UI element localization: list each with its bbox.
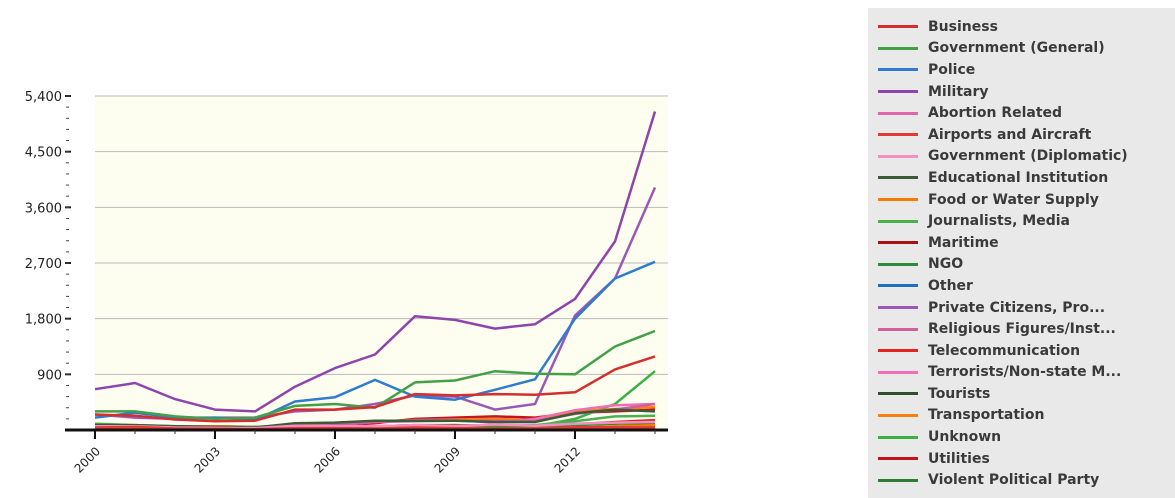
legend-swatch xyxy=(878,133,918,137)
y-tick-label: 1,800 xyxy=(25,313,62,328)
x-tick-label: 2000 xyxy=(72,444,103,475)
legend-swatch xyxy=(878,327,918,331)
legend-label: Police xyxy=(928,61,976,78)
legend-swatch xyxy=(878,68,918,72)
legend-item[interactable]: Food or Water Supply xyxy=(878,189,1175,211)
legend-label: NGO xyxy=(928,256,964,273)
legend-label: Utilities xyxy=(928,450,990,467)
y-tick-label: 4,500 xyxy=(25,146,62,161)
legend-label: Business xyxy=(928,18,998,35)
chart-svg: 900 1,800 2,700 3,600 4,500 5,400 2000 2003 200… xyxy=(25,90,668,476)
legend-item[interactable]: Utilities xyxy=(878,448,1175,470)
legend-swatch xyxy=(878,457,918,461)
series-line xyxy=(94,111,657,413)
legend-swatch xyxy=(878,478,918,482)
legend-swatch xyxy=(878,392,918,396)
legend-label: Unknown xyxy=(928,429,1002,446)
y-tick-label: 5,400 xyxy=(25,90,62,105)
legend-swatch xyxy=(878,262,918,266)
legend-item[interactable]: Other xyxy=(878,275,1175,297)
legend-item[interactable]: Police xyxy=(878,59,1175,81)
legend-label: Journalists, Media xyxy=(928,213,1070,230)
legend-item[interactable]: Telecommunication xyxy=(878,340,1175,362)
y-tick-label: 3,600 xyxy=(25,201,62,216)
legend-label: Military xyxy=(928,83,989,100)
legend-item[interactable]: Religious Figures/Inst... xyxy=(878,318,1175,340)
x-tick-label: 2009 xyxy=(432,444,463,475)
legend-swatch xyxy=(878,306,918,310)
legend-label: Tourists xyxy=(928,385,991,402)
legend-item[interactable]: Business xyxy=(878,16,1175,38)
series-line xyxy=(94,355,656,423)
legend-swatch xyxy=(878,154,918,158)
legend-item[interactable]: Government (Diplomatic) xyxy=(878,146,1175,168)
legend-label: Violent Political Party xyxy=(928,472,1100,489)
legend-swatch xyxy=(878,176,918,180)
legend-swatch xyxy=(878,413,918,417)
legend-swatch xyxy=(878,241,918,245)
y-tick-label: 900 xyxy=(37,368,62,383)
legend-swatch xyxy=(878,284,918,288)
y-tick-label: 2,700 xyxy=(25,257,62,272)
legend-item[interactable]: Educational Institution xyxy=(878,167,1175,189)
legend-label: Maritime xyxy=(928,234,999,251)
chart-legend: Business Government (General) Police Milita… xyxy=(868,8,1175,498)
legend-item[interactable]: Terrorists/Non-state M... xyxy=(878,362,1175,384)
x-tick-label: 2012 xyxy=(552,444,583,475)
legend-item[interactable]: Tourists xyxy=(878,383,1175,405)
legend-label: Educational Institution xyxy=(928,169,1109,186)
x-tick-label: 2006 xyxy=(312,444,343,475)
legend-label: Religious Figures/Inst... xyxy=(928,321,1116,338)
legend-label: Terrorists/Non-state M... xyxy=(928,364,1122,381)
legend-swatch xyxy=(878,370,918,374)
legend-item[interactable]: NGO xyxy=(878,254,1175,276)
legend-swatch xyxy=(878,90,918,94)
legend-label: Airports and Aircraft xyxy=(928,126,1092,143)
legend-label: Private Citizens, Pro... xyxy=(928,299,1106,316)
legend-label: Food or Water Supply xyxy=(928,191,1099,208)
legend-item[interactable]: Journalists, Media xyxy=(878,210,1175,232)
legend-item[interactable]: Violent Political Party xyxy=(878,469,1175,491)
legend-item[interactable]: Maritime xyxy=(878,232,1175,254)
legend-item[interactable]: Abortion Related xyxy=(878,102,1175,124)
legend-item[interactable]: Unknown xyxy=(878,426,1175,448)
legend-swatch xyxy=(878,25,918,29)
legend-swatch xyxy=(878,219,918,223)
legend-label: Telecommunication xyxy=(928,342,1081,359)
legend-item[interactable]: Transportation xyxy=(878,405,1175,427)
line-chart: 900 1,800 2,700 3,600 4,500 5,400 2000 2003 200… xyxy=(25,90,668,476)
legend-swatch xyxy=(878,111,918,115)
legend-label: Transportation xyxy=(928,407,1045,424)
legend-item[interactable]: Military xyxy=(878,81,1175,103)
legend-swatch xyxy=(878,46,918,50)
legend-label: Other xyxy=(928,277,973,294)
legend-item[interactable]: Private Citizens, Pro... xyxy=(878,297,1175,319)
legend-label: Government (Diplomatic) xyxy=(928,148,1128,165)
legend-swatch xyxy=(878,349,918,353)
legend-label: Government (General) xyxy=(928,40,1105,57)
x-tick-label: 2003 xyxy=(192,444,223,475)
legend-swatch xyxy=(878,435,918,439)
legend-label: Abortion Related xyxy=(928,105,1063,122)
legend-item[interactable]: Government (General) xyxy=(878,38,1175,60)
legend-item[interactable]: Airports and Aircraft xyxy=(878,124,1175,146)
legend-swatch xyxy=(878,198,918,202)
